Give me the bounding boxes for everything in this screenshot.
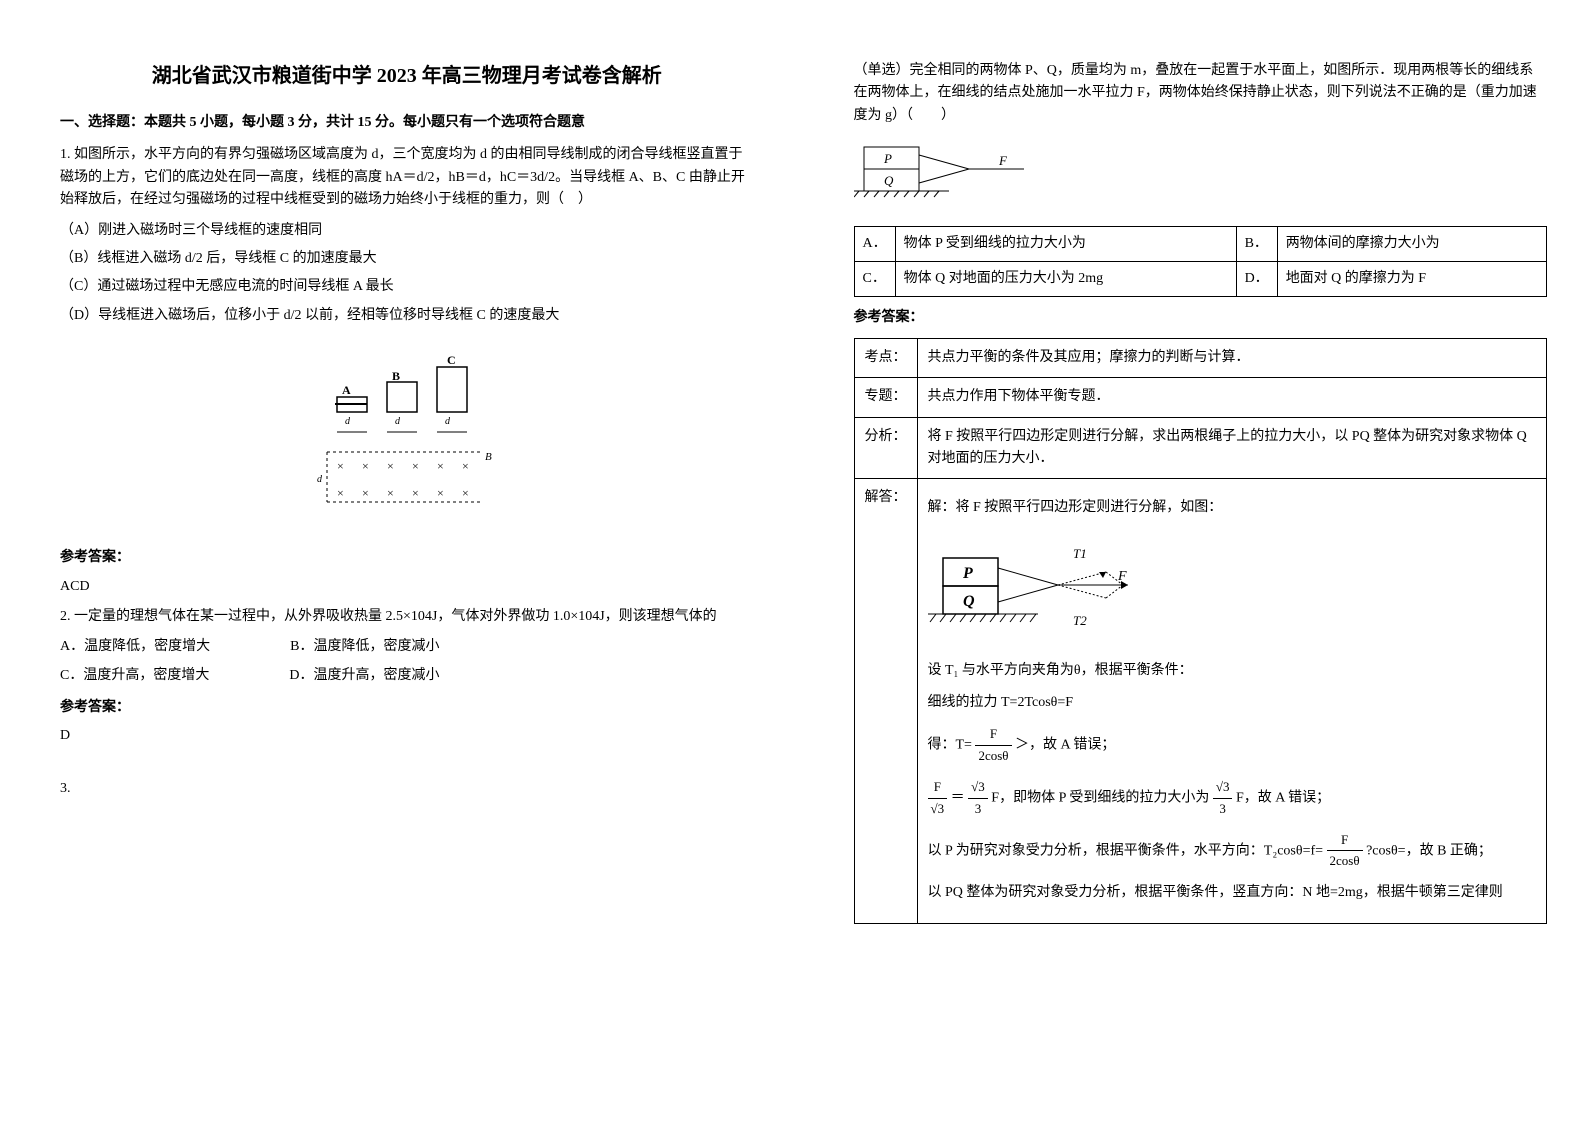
s6: 以 PQ 整体为研究对象受力分析，根据平衡条件，竖直方向：N 地=2mg，根据牛… [928,882,1537,904]
s5-frac: F 2cosθ [1327,830,1363,873]
svg-text:×: × [437,486,444,500]
q3-optD-text: 地面对 Q 的摩擦力为 F [1277,261,1546,296]
fenxi-label: 分析： [854,417,917,479]
table-row: 分析： 将 F 按照平行四边形定则进行分解，求出两根绳子上的拉力大小，以 PQ … [854,417,1547,479]
svg-text:×: × [362,459,369,473]
q3-optB-text: 两物体间的摩擦力大小为 [1277,226,1546,261]
label-A: A [342,383,351,397]
svg-text:×: × [437,459,444,473]
svg-text:×: × [337,486,344,500]
q1-options: （A）刚进入磁场时三个导线框的速度相同 （B）线框进入磁场 d/2 后，导线框 … [60,220,754,328]
q2-option-d: D．温度升高，密度减小 [289,665,439,687]
s3: 得：T= F 2cosθ ＞，故 A 错误； [928,724,1537,767]
table-row: 考点： 共点力平衡的条件及其应用；摩擦力的判断与计算． [854,338,1547,377]
q1-option-d: （D）导线框进入磁场后，位移小于 d/2 以前，经相等位移时导线框 C 的速度最… [60,305,754,327]
s2: 细线的拉力 T=2Tcosθ=F [928,692,1537,714]
svg-text:×: × [412,459,419,473]
q3-answer-label: 参考答案： [854,307,1548,329]
jieda-svg: P Q F T1 T2 [928,530,1158,650]
s5: 以 P 为研究对象受力分析，根据平衡条件，水平方向：T₂cosθ=f= F 2c… [928,830,1537,873]
label-d-c: d [445,416,451,427]
q3-optA-label: A． [854,226,895,261]
s5-pre: 以 P 为研究对象受力分析，根据平衡条件，水平方向：T₂cosθ=f= [928,843,1324,858]
table-row: 专题： 共点力作用下物体平衡专题． [854,378,1547,417]
q3-optC-label: C． [854,261,895,296]
q2-stem: 2. 一定量的理想气体在某一过程中，从外界吸收热量 2.5×104J，气体对外界… [60,606,754,628]
field-crosses: × × × × × × × × × × × × [337,459,469,500]
q1-answer: ACD [60,576,754,598]
svg-text:×: × [387,459,394,473]
kaodian-text: 共点力平衡的条件及其应用；摩擦力的判断与计算． [917,338,1547,377]
svg-text:×: × [387,486,394,500]
jieda-intro: 解：将 F 按照平行四边形定则进行分解，如图： [928,497,1537,519]
label-B: B [392,369,400,383]
q1-option-c: （C）通过磁场过程中无感应电流的时间导线框 A 最长 [60,276,754,298]
jieda-body: 解：将 F 按照平行四边形定则进行分解，如图： P Q F [917,479,1547,923]
jieda-F: F [1117,569,1127,584]
table-row: A． 物体 P 受到细线的拉力大小为 B． 两物体间的摩擦力大小为 [854,226,1547,261]
q2-answer-label: 参考答案： [60,697,754,719]
table-row: C． 物体 Q 对地面的压力大小为 2mg D． 地面对 Q 的摩擦力为 F [854,261,1547,296]
label-C: C [447,353,456,367]
svg-text:×: × [337,459,344,473]
q2-option-b: B．温度降低，密度减小 [290,636,439,658]
q1-diagram: A d B d C d d B × × × × × × × × × × × × [60,342,754,532]
s3-post: ＞，故 A 错误； [1015,738,1115,753]
left-column: 湖北省武汉市粮道街中学 2023 年高三物理月考试卷含解析 一、选择题：本题共 … [0,0,794,1122]
q3-optB-label: B． [1236,226,1277,261]
svg-text:×: × [462,459,469,473]
q1-answer-label: 参考答案： [60,547,754,569]
s1: 设 T₁ 与水平方向夹角为θ，根据平衡条件： [928,660,1537,682]
q1-option-b: （B）线框进入磁场 d/2 后，导线框 C 的加速度最大 [60,248,754,270]
s4-mid: F，即物体 P 受到细线的拉力大小为 [991,791,1209,806]
q2-options: A．温度降低，密度增大 B．温度降低，密度减小 C．温度升高，密度增大 D．温度… [60,636,754,687]
svg-text:×: × [362,486,369,500]
section-1-head: 一、选择题：本题共 5 小题，每小题 3 分，共计 15 分。每小题只有一个选项… [60,112,754,134]
q2-option-a: A．温度降低，密度增大 [60,636,210,658]
q1-option-a: （A）刚进入磁场时三个导线框的速度相同 [60,220,754,242]
s3-pre: 得：T= [928,738,972,753]
label-d-b: d [395,416,401,427]
q3-diagram: P Q F [854,137,1548,215]
zhuanti-text: 共点力作用下物体平衡专题． [917,378,1547,417]
q3-analysis-table: 考点： 共点力平衡的条件及其应用；摩擦力的判断与计算． 专题： 共点力作用下物体… [854,338,1548,924]
q3-number: 3. [60,778,754,800]
jieda-T1: T1 [1073,546,1087,561]
s5-post: ?cosθ=，故 B 正确； [1366,843,1492,858]
jieda-Q: Q [963,593,975,610]
jieda-label: 解答： [854,479,917,923]
kaodian-label: 考点： [854,338,917,377]
label-d-field: d [317,474,323,485]
right-column: （单选）完全相同的两物体 P、Q，质量均为 m，叠放在一起置于水平面上，如图所示… [794,0,1587,1122]
s4: F √3 ＝ √3 3 F，即物体 P 受到细线的拉力大小为 √3 3 F，故 … [928,777,1537,820]
exam-title: 湖北省武汉市粮道街中学 2023 年高三物理月考试卷含解析 [60,60,754,92]
svg-text:×: × [462,486,469,500]
q2-answer: D [60,725,754,747]
q3-label-P: P [883,151,892,166]
q3-label-F: F [998,153,1008,168]
q1-stem: 1. 如图所示，水平方向的有界匀强磁场区域高度为 d，三个宽度均为 d 的由相同… [60,144,754,211]
q3-options-table: A． 物体 P 受到细线的拉力大小为 B． 两物体间的摩擦力大小为 C． 物体 … [854,226,1548,298]
svg-text:×: × [412,486,419,500]
label-B-field: B [485,451,492,463]
zhuanti-label: 专题： [854,378,917,417]
fenxi-text: 将 F 按照平行四边形定则进行分解，求出两根绳子上的拉力大小，以 PQ 整体为研… [917,417,1547,479]
s4-post: F，故 A 错误； [1236,791,1330,806]
table-row: 解答： 解：将 F 按照平行四边形定则进行分解，如图： P Q [854,479,1547,923]
s4-frac2: √3 3 [968,777,988,820]
label-d-a: d [345,416,351,427]
q3-optA-text: 物体 P 受到细线的拉力大小为 [895,226,1236,261]
q3-stem: （单选）完全相同的两物体 P、Q，质量均为 m，叠放在一起置于水平面上，如图所示… [854,60,1548,127]
q2-option-c: C．温度升高，密度增大 [60,665,209,687]
jieda-T2: T2 [1073,613,1087,628]
q3-optD-label: D． [1236,261,1277,296]
s4-frac3: √3 3 [1213,777,1233,820]
s4-frac1: F √3 [928,777,948,820]
q3-optC-text: 物体 Q 对地面的压力大小为 2mg [895,261,1236,296]
q1-loops-svg: A d B d C d d B × × × × × × × × × × × × [307,342,507,532]
q3-svg: P Q F [854,137,1054,207]
jieda-P: P [962,565,973,582]
q3-label-Q: Q [884,173,894,188]
s3-frac: F 2cosθ [975,724,1011,767]
